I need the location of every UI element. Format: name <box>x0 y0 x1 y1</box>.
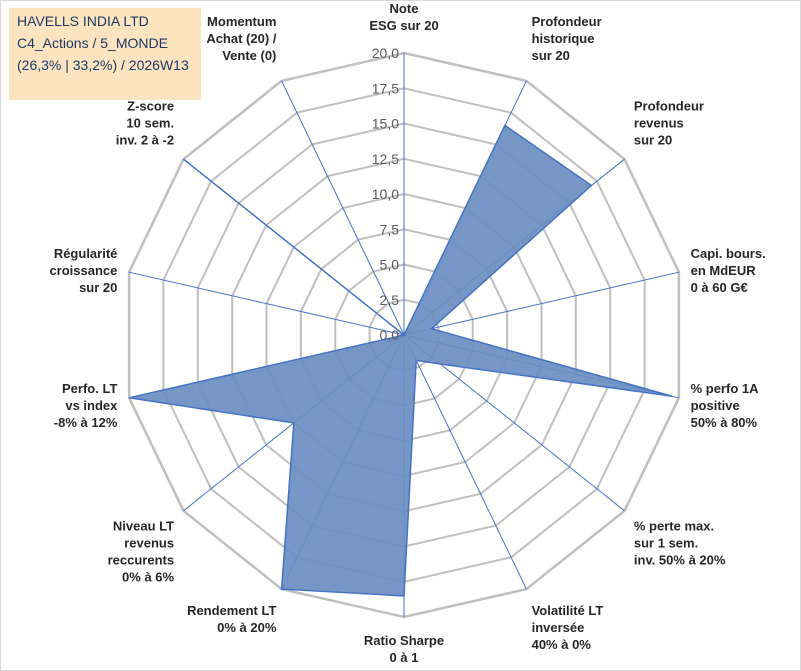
axis-label-10-line-0: Perfo. LT <box>62 381 117 396</box>
axis-label-13-line-1: Achat (20) / <box>206 31 276 46</box>
axis-label-6-line-2: 40% à 0% <box>532 637 592 652</box>
axis-label-10-line-2: -8% à 12% <box>54 415 118 430</box>
tick-label-3: 7,5 <box>380 221 400 237</box>
company-name: HAVELLS INDIA LTD <box>17 13 149 29</box>
tick-label-2: 5,0 <box>380 257 400 273</box>
axis-label-5-line-0: % perte max. <box>634 519 714 534</box>
axis-label-6-line-1: inversée <box>532 620 585 635</box>
spoke-6 <box>403 334 527 590</box>
spoke-13 <box>281 80 405 336</box>
axis-label-10: Perfo. LT vs index -8% à 12% <box>54 381 118 430</box>
axis-label-3-line-2: 0 à 60 G€ <box>691 280 748 295</box>
series-layer <box>128 124 673 597</box>
axis-label-0-line-0: Note <box>390 1 419 16</box>
tick-label-0: 0,0 <box>380 327 400 343</box>
axis-label-8-line-1: 0% à 20% <box>217 620 277 635</box>
axis-label-8-line-0: Rendement LT <box>187 603 276 618</box>
axis-label-7-line-1: 0 à 1 <box>390 650 419 665</box>
spoke-3 <box>403 271 680 336</box>
axis-label-4-line-0: % perfo 1A <box>691 381 760 396</box>
axis-label-9-line-3: 0% à 6% <box>122 570 174 585</box>
axis-label-9-line-2: reccurents <box>108 553 174 568</box>
tick-label-8: 20,0 <box>372 45 399 61</box>
axis-label-13: Momentum Achat (20) / Vente (0) <box>206 14 276 63</box>
tick-label-5: 12,5 <box>372 151 399 167</box>
axis-label-4-line-2: 50% à 80% <box>691 415 758 430</box>
axis-label-13-line-2: Vente (0) <box>222 48 276 63</box>
axis-label-9-line-0: Niveau LT <box>113 519 174 534</box>
axis-label-9: Niveau LT revenus reccurents 0% à 6% <box>108 519 175 585</box>
axis-label-0-line-1: ESG sur 20 <box>369 18 438 33</box>
axis-label-12-line-0: Z-score <box>127 99 174 114</box>
axis-label-2: Profondeur revenus sur 20 <box>634 99 704 148</box>
title-box: HAVELLS INDIA LTD C4_Actions / 5_MONDE (… <box>9 8 201 100</box>
axis-label-9-line-1: revenus <box>124 536 174 551</box>
series-area-0 <box>128 124 673 597</box>
axis-label-3-line-0: Capi. bours. <box>691 246 766 261</box>
label-layer: Note ESG sur 20 Profondeur historique sur 20… <box>49 1 765 665</box>
axis-label-5-line-2: inv. 50% à 20% <box>634 553 726 568</box>
axis-label-6: Volatilité LT inversée 40% à 0% <box>532 603 604 652</box>
axis-label-12-line-2: inv. 2 à -2 <box>116 133 174 148</box>
axis-label-0: Note ESG sur 20 <box>369 1 438 33</box>
axis-label-4-line-1: positive <box>691 398 740 413</box>
performance-summary: (26,3% | 33,2%) / 2026W13 <box>17 57 189 73</box>
axis-label-5: % perte max. sur 1 sem. inv. 50% à 20% <box>634 519 726 568</box>
axis-label-11: Régularité croissance sur 20 <box>49 246 117 295</box>
axis-label-12: Z-score 10 sem. inv. 2 à -2 <box>116 99 174 148</box>
spoke-11 <box>128 271 405 336</box>
axis-label-8: Rendement LT 0% à 20% <box>187 603 277 635</box>
axis-label-1-line-2: sur 20 <box>532 48 570 63</box>
axis-label-3-line-1: en MdEUR <box>691 263 757 278</box>
axis-label-3: Capi. bours. en MdEUR 0 à 60 G€ <box>691 246 766 295</box>
axis-label-11-line-1: croissance <box>49 263 117 278</box>
axis-label-1: Profondeur historique sur 20 <box>532 14 602 63</box>
axis-label-11-line-0: Régularité <box>54 246 118 261</box>
tick-label-6: 15,0 <box>372 116 399 132</box>
axis-label-5-line-1: sur 1 sem. <box>634 536 698 551</box>
tick-label-1: 2,5 <box>380 292 400 308</box>
axis-label-13-line-0: Momentum <box>207 14 276 29</box>
axis-label-6-line-0: Volatilité LT <box>532 603 604 618</box>
axis-label-7: Ratio Sharpe 0 à 1 <box>364 633 444 665</box>
axis-label-7-line-0: Ratio Sharpe <box>364 633 444 648</box>
axis-label-1-line-1: historique <box>532 31 595 46</box>
tick-label-7: 17,5 <box>372 80 399 96</box>
axis-label-2-line-0: Profondeur <box>634 99 704 114</box>
axis-label-1-line-0: Profondeur <box>532 14 602 29</box>
axis-label-2-line-2: sur 20 <box>634 133 672 148</box>
axis-label-12-line-1: 10 sem. <box>126 116 174 131</box>
tick-label-4: 10,0 <box>372 186 399 202</box>
tick-layer: 0,0 2,5 5,0 7,5 10,0 12,5 15,0 17,5 20,0 <box>372 45 399 343</box>
axis-label-4: % perfo 1A positive 50% à 80% <box>691 381 760 430</box>
portfolio-category: C4_Actions / 5_MONDE <box>17 35 168 51</box>
axis-label-11-line-2: sur 20 <box>79 280 117 295</box>
axis-label-2-line-1: revenus <box>634 116 684 131</box>
axis-label-10-line-1: vs index <box>65 398 118 413</box>
